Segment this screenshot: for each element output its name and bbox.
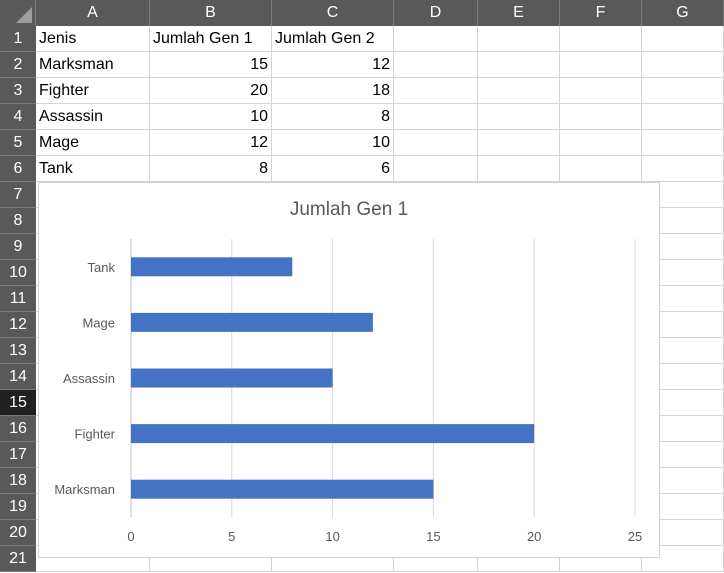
row-header-5[interactable]: 5: [0, 130, 36, 156]
row-header-17[interactable]: 17: [0, 442, 36, 468]
cell-a5[interactable]: Mage: [36, 130, 150, 156]
cell-f6[interactable]: [560, 156, 642, 182]
cell-g3[interactable]: [642, 78, 724, 104]
chart-plot: 0 5 10 15 20 25 Marksman Fighter Assassin Mage Tan…: [54, 239, 642, 544]
cell-f21[interactable]: [560, 546, 642, 572]
cell-a1[interactable]: Jenis: [36, 26, 150, 52]
x-tick-label: 0: [127, 529, 134, 544]
cell-g2[interactable]: [642, 52, 724, 78]
bar-mage[interactable]: [131, 312, 373, 332]
cell-a6[interactable]: Tank: [36, 156, 150, 182]
cell-b3[interactable]: 20: [150, 78, 272, 104]
cell-e2[interactable]: [478, 52, 560, 78]
column-header-c[interactable]: C: [272, 0, 394, 26]
row-header-18[interactable]: 18: [0, 468, 36, 494]
column-header-a[interactable]: A: [36, 0, 150, 26]
category-label: Marksman: [54, 482, 115, 497]
cell-g1[interactable]: [642, 26, 724, 52]
cell-a3[interactable]: Fighter: [36, 78, 150, 104]
row-header-20[interactable]: 20: [0, 520, 36, 546]
row-header-8[interactable]: 8: [0, 208, 36, 234]
cell-c21[interactable]: [272, 546, 394, 572]
row-header-7[interactable]: 7: [0, 182, 36, 208]
cell-d21[interactable]: [394, 546, 478, 572]
cell-d4[interactable]: [394, 104, 478, 130]
cell-d1[interactable]: [394, 26, 478, 52]
cell-c5[interactable]: 10: [272, 130, 394, 156]
chart[interactable]: Jumlah Gen 1 0 5 10 15 20 25 Marksman Fighter As…: [38, 182, 660, 558]
cell-d3[interactable]: [394, 78, 478, 104]
row-header-6[interactable]: 6: [0, 156, 36, 182]
cell-c4[interactable]: 8: [272, 104, 394, 130]
row-header-1[interactable]: 1: [0, 26, 36, 52]
row-header-4[interactable]: 4: [0, 104, 36, 130]
x-tick-label: 20: [527, 529, 541, 544]
cell-a2[interactable]: Marksman: [36, 52, 150, 78]
x-tick-label: 5: [228, 529, 235, 544]
cell-c1[interactable]: Jumlah Gen 2: [272, 26, 394, 52]
cell-e6[interactable]: [478, 156, 560, 182]
row-header-3[interactable]: 3: [0, 78, 36, 104]
cell-c6[interactable]: 6: [272, 156, 394, 182]
cell-b6[interactable]: 8: [150, 156, 272, 182]
x-tick-label: 10: [325, 529, 339, 544]
row-header-14[interactable]: 14: [0, 364, 36, 390]
cell-a4[interactable]: Assassin: [36, 104, 150, 130]
cell-f5[interactable]: [560, 130, 642, 156]
cell-b1[interactable]: Jumlah Gen 1: [150, 26, 272, 52]
row-header-9[interactable]: 9: [0, 234, 36, 260]
category-label: Fighter: [75, 427, 116, 442]
cell-e21[interactable]: [478, 546, 560, 572]
bar-assassin[interactable]: [131, 368, 333, 388]
x-tick-label: 25: [628, 529, 642, 544]
cell-f2[interactable]: [560, 52, 642, 78]
cell-c2[interactable]: 12: [272, 52, 394, 78]
cell-d2[interactable]: [394, 52, 478, 78]
chart-title: Jumlah Gen 1: [289, 199, 409, 220]
cell-b2[interactable]: 15: [150, 52, 272, 78]
row-header-21[interactable]: 21: [0, 546, 36, 572]
row-header-16[interactable]: 16: [0, 416, 36, 442]
cell-g6[interactable]: [642, 156, 724, 182]
category-label: Assassin: [63, 371, 115, 386]
bar-tank[interactable]: [131, 257, 293, 277]
cell-c3[interactable]: 18: [272, 78, 394, 104]
row-header-11[interactable]: 11: [0, 286, 36, 312]
cell-e4[interactable]: [478, 104, 560, 130]
row-header-19[interactable]: 19: [0, 494, 36, 520]
cell-b4[interactable]: 10: [150, 104, 272, 130]
select-all-button[interactable]: [0, 0, 36, 26]
column-header-e[interactable]: E: [478, 0, 560, 26]
cell-f3[interactable]: [560, 78, 642, 104]
cell-b21[interactable]: [150, 546, 272, 572]
row-header-2[interactable]: 2: [0, 52, 36, 78]
row-header-13[interactable]: 13: [0, 338, 36, 364]
cell-f4[interactable]: [560, 104, 642, 130]
column-header-g[interactable]: G: [642, 0, 724, 26]
cell-g4[interactable]: [642, 104, 724, 130]
row-header-15[interactable]: 15: [0, 390, 36, 416]
cell-e3[interactable]: [478, 78, 560, 104]
row-header-10[interactable]: 10: [0, 260, 36, 286]
cell-g5[interactable]: [642, 130, 724, 156]
row-header-12[interactable]: 12: [0, 312, 36, 338]
x-tick-label: 15: [426, 529, 440, 544]
cell-d5[interactable]: [394, 130, 478, 156]
bar-fighter[interactable]: [131, 424, 535, 444]
cell-d6[interactable]: [394, 156, 478, 182]
cell-b5[interactable]: 12: [150, 130, 272, 156]
bar-marksman[interactable]: [131, 479, 434, 499]
cell-f1[interactable]: [560, 26, 642, 52]
column-header-f[interactable]: F: [560, 0, 642, 26]
cell-a21[interactable]: [36, 546, 150, 572]
column-header-d[interactable]: D: [394, 0, 478, 26]
category-label: Tank: [88, 260, 116, 275]
cell-e5[interactable]: [478, 130, 560, 156]
category-label: Mage: [82, 315, 115, 330]
column-header-b[interactable]: B: [150, 0, 272, 26]
cell-e1[interactable]: [478, 26, 560, 52]
